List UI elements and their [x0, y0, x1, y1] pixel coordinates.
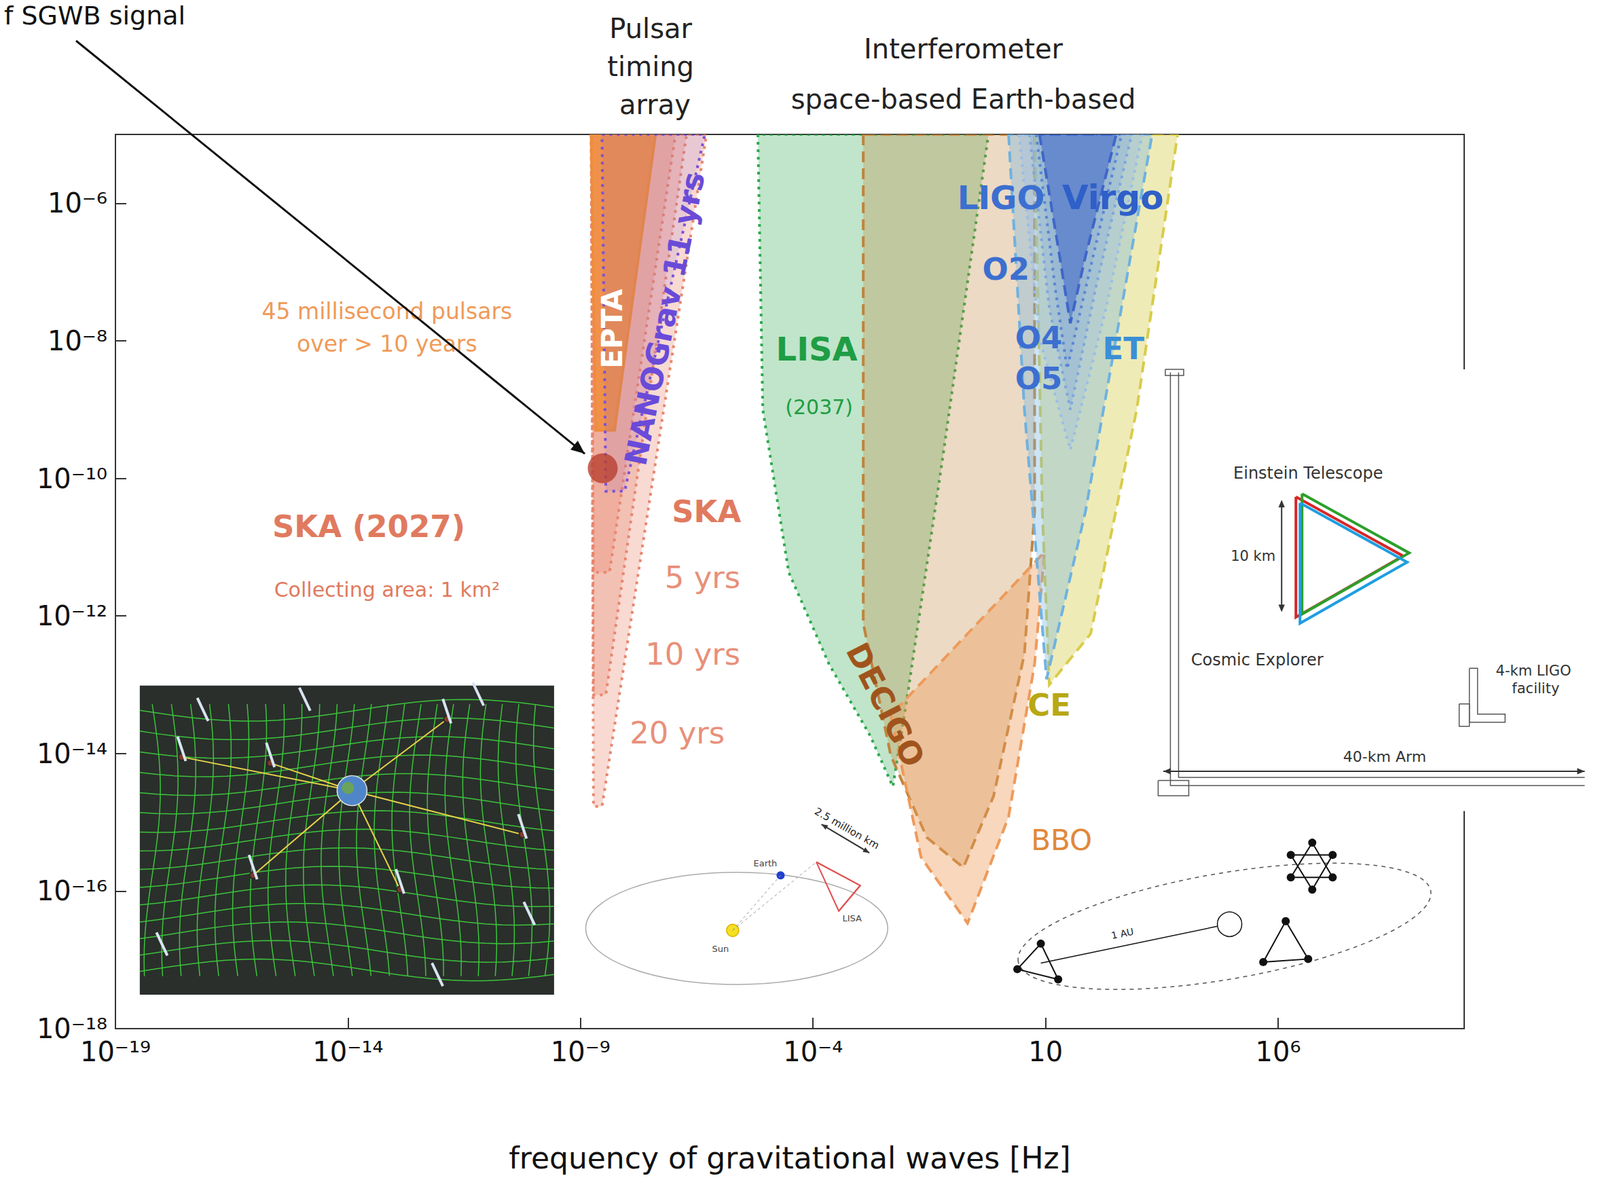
svg-text:EPTA: EPTA: [595, 288, 629, 369]
svg-text:over > 10 years: over > 10 years: [296, 330, 478, 357]
svg-text:Earth: Earth: [753, 858, 777, 869]
svg-text:f SGWB signal: f SGWB signal: [4, 0, 186, 31]
svg-text:timing: timing: [607, 50, 703, 83]
svg-text:10⁶: 10⁶: [1255, 1036, 1302, 1068]
svg-text:frequency of gravitational wav: frequency of gravitational waves [Hz]: [508, 1140, 1071, 1176]
svg-text:Einstein Telescope: Einstein Telescope: [1233, 463, 1383, 483]
svg-text:LISA: LISA: [776, 330, 858, 369]
svg-text:SKA: SKA: [671, 493, 741, 530]
svg-text:space-based Earth-based: space-based Earth-based: [791, 83, 1137, 115]
svg-text:10 km: 10 km: [1230, 548, 1276, 565]
svg-text:10⁻¹⁹: 10⁻¹⁹: [80, 1036, 151, 1068]
svg-text:10⁻⁶: 10⁻⁶: [47, 187, 108, 219]
svg-text:40-km Arm: 40-km Arm: [1343, 748, 1427, 766]
svg-text:10⁻¹²: 10⁻¹²: [36, 600, 108, 632]
svg-text:LIGO: LIGO: [957, 178, 1046, 217]
svg-text:10⁻¹⁶: 10⁻¹⁶: [36, 875, 108, 907]
svg-text:Virgo: Virgo: [1062, 177, 1165, 218]
svg-text:20 yrs: 20 yrs: [629, 715, 725, 752]
svg-text:(2037): (2037): [785, 395, 853, 420]
svg-text:10⁻¹⁰: 10⁻¹⁰: [36, 463, 108, 495]
svg-text:10⁻⁸: 10⁻⁸: [47, 325, 108, 357]
svg-text:10⁻⁹: 10⁻⁹: [550, 1036, 611, 1068]
svg-text:NANOGrav 11 yrs: NANOGrav 11 yrs: [617, 169, 712, 469]
svg-text:Pulsar: Pulsar: [609, 12, 701, 45]
svg-text:ET: ET: [1102, 330, 1145, 367]
svg-text:Collecting area: 1 km²: Collecting area: 1 km²: [274, 577, 500, 602]
svg-text:10⁻⁴: 10⁻⁴: [783, 1036, 843, 1068]
svg-text:Interferometer: Interferometer: [863, 33, 1063, 65]
svg-text:facility: facility: [1511, 680, 1560, 697]
svg-text:10⁻¹⁴: 10⁻¹⁴: [36, 738, 108, 770]
svg-text:Sun: Sun: [711, 943, 729, 955]
svg-text:1 AU: 1 AU: [1110, 926, 1135, 942]
svg-text:DECIGO: DECIGO: [838, 637, 933, 773]
svg-text:10⁻¹⁴: 10⁻¹⁴: [312, 1036, 384, 1068]
svg-text:Cosmic Explorer: Cosmic Explorer: [1191, 650, 1324, 670]
svg-text:O5: O5: [1015, 360, 1063, 397]
svg-text:10 yrs: 10 yrs: [645, 636, 741, 673]
svg-text:LISA: LISA: [842, 913, 862, 924]
svg-text:10: 10: [1028, 1036, 1063, 1068]
svg-text:2.5 million km: 2.5 million km: [812, 805, 882, 853]
svg-text:CE: CE: [1027, 687, 1071, 724]
svg-text:45 millisecond pulsars: 45 millisecond pulsars: [262, 298, 513, 325]
svg-text:BBO: BBO: [1030, 823, 1093, 858]
svg-text:5 yrs: 5 yrs: [664, 559, 741, 596]
svg-text:O4: O4: [1015, 319, 1063, 356]
svg-text:O2: O2: [982, 251, 1030, 288]
svg-text:10⁻¹⁸: 10⁻¹⁸: [36, 1013, 108, 1045]
svg-text:4-km LIGO: 4-km LIGO: [1496, 662, 1577, 680]
svg-text:SKA (2027): SKA (2027): [272, 508, 466, 545]
svg-text:array: array: [619, 88, 691, 121]
